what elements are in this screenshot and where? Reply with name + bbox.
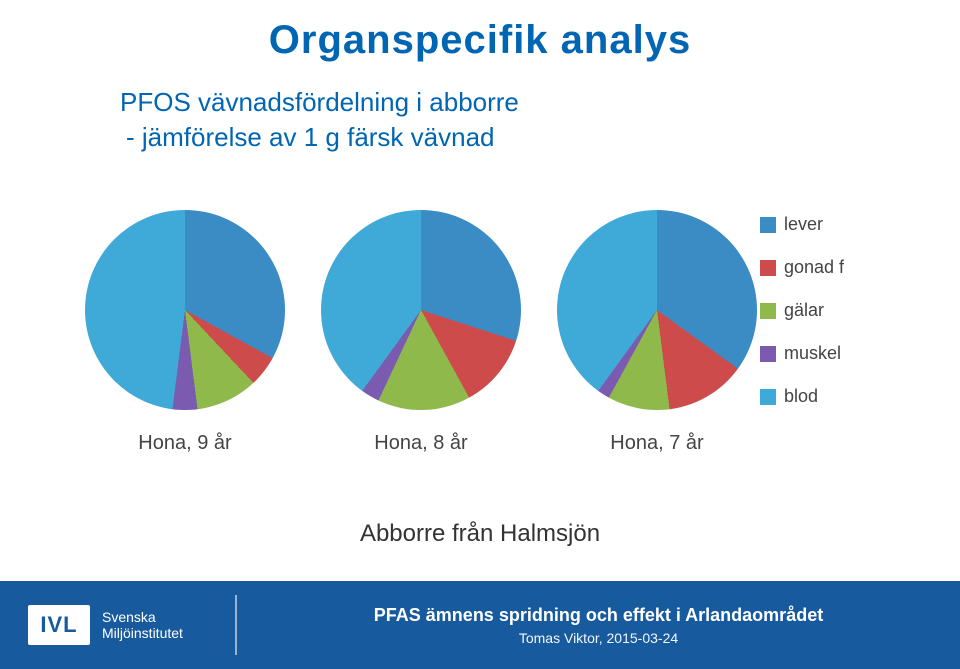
legend-item: blod [760,386,880,407]
legend-label: gälar [784,300,824,321]
legend-item: muskel [760,343,880,364]
subtitle: PFOS vävnadsfördelning i abborre - jämfö… [0,63,960,155]
pie-disc [557,210,757,410]
subtitle-line-1: PFOS vävnadsfördelning i abborre [120,85,960,120]
logo: IVL Svenska Miljöinstitutet [0,581,235,669]
subtitle-line-2: - jämförelse av 1 g färsk vävnad [120,120,960,155]
legend-swatch [760,346,776,362]
footer-bar: IVL Svenska Miljöinstitutet PFAS ämnens … [0,581,960,669]
pie-chart: Hona, 8 år [316,210,526,455]
legend-label: gonad f [784,257,844,278]
logo-mark: IVL [28,605,90,645]
pie-label: Hona, 7 år [610,432,703,455]
legend: lever gonad f gälar muskel blod [760,214,880,429]
slide: Organspecifik analys PFOS vävnadsfördeln… [0,0,960,669]
legend-label: muskel [784,343,841,364]
legend-swatch [760,260,776,276]
pie-label: Hona, 9 år [138,432,231,455]
logo-text-line-2: Miljöinstitutet [102,625,183,641]
pie-row: Hona, 9 år Hona, 8 år Hona, 7 år [80,210,762,455]
pie-disc [85,210,285,410]
legend-swatch [760,389,776,405]
legend-item: gonad f [760,257,880,278]
logo-text-line-1: Svenska [102,609,183,625]
caption: Abborre från Halmsjön [0,520,960,548]
pie-chart: Hona, 7 år [552,210,762,455]
footer-main: PFAS ämnens spridning och effekt i Arlan… [237,581,960,669]
pie-label: Hona, 8 år [374,432,467,455]
footer-title: PFAS ämnens spridning och effekt i Arlan… [374,605,823,626]
pie-chart: Hona, 9 år [80,210,290,455]
page-title: Organspecifik analys [0,0,960,63]
legend-item: gälar [760,300,880,321]
footer-sub: Tomas Viktor, 2015-03-24 [519,630,678,646]
legend-swatch [760,217,776,233]
legend-label: lever [784,214,823,235]
legend-swatch [760,303,776,319]
legend-label: blod [784,386,818,407]
pie-disc [321,210,521,410]
logo-text: Svenska Miljöinstitutet [102,609,183,641]
legend-item: lever [760,214,880,235]
charts-area: Hona, 9 år Hona, 8 år Hona, 7 år lever gona… [60,210,900,510]
